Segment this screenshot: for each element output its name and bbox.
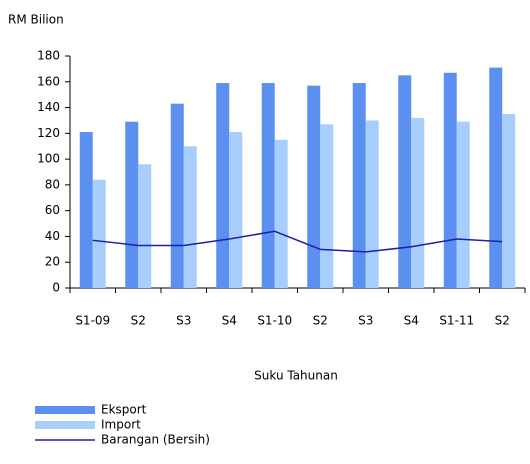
y-tick-label: 120: [37, 126, 60, 140]
y-axis-title: RM Bilion: [8, 13, 64, 27]
line: [92, 230, 503, 253]
bar: [320, 124, 334, 288]
x-tick-label: S1-09: [75, 314, 110, 328]
bar: [489, 67, 503, 288]
bar: [183, 146, 197, 288]
x-tick-label: S1-10: [257, 314, 292, 328]
bar: [398, 75, 412, 288]
bar: [274, 139, 288, 288]
legend-label: Eksport: [101, 403, 147, 417]
x-tick-label: S4: [222, 314, 237, 328]
x-tick-label: S3: [176, 314, 191, 328]
y-tick-label: 60: [45, 203, 60, 217]
y-tick-label: 80: [45, 177, 60, 191]
x-tick-label: S3: [358, 314, 373, 328]
x-tick-label: S2: [313, 314, 328, 328]
x-tick-label: S2: [495, 314, 510, 328]
bar: [456, 121, 470, 288]
x-axis-title: Suku Tahunan: [254, 369, 338, 383]
bar: [502, 114, 516, 288]
y-tick-label: 140: [37, 100, 60, 114]
x-tick-label: S4: [404, 314, 419, 328]
bar: [216, 83, 230, 288]
y-tick-label: 100: [37, 152, 60, 166]
bar: [411, 117, 425, 288]
bar: [229, 132, 243, 288]
bar: [443, 72, 457, 288]
y-tick-label: 40: [45, 229, 60, 243]
bar: [79, 132, 93, 288]
bar: [365, 120, 379, 288]
legend-label: Import: [101, 418, 141, 432]
y-tick-label: 20: [45, 255, 60, 269]
bar: [307, 85, 321, 289]
bar: [261, 83, 275, 288]
bar: [125, 121, 139, 288]
bar: [352, 83, 366, 288]
legend-swatch: [35, 421, 95, 429]
x-tick-label: S2: [131, 314, 146, 328]
legend-swatch: [35, 406, 95, 414]
bar: [170, 103, 184, 288]
y-tick-label: 0: [52, 281, 60, 295]
legend-label: Barangan (Bersih): [101, 433, 210, 447]
bar: [92, 179, 106, 288]
bar: [138, 164, 152, 288]
x-tick-label: S1-11: [439, 314, 474, 328]
y-tick-label: 180: [37, 49, 60, 63]
y-tick-label: 160: [37, 74, 60, 88]
